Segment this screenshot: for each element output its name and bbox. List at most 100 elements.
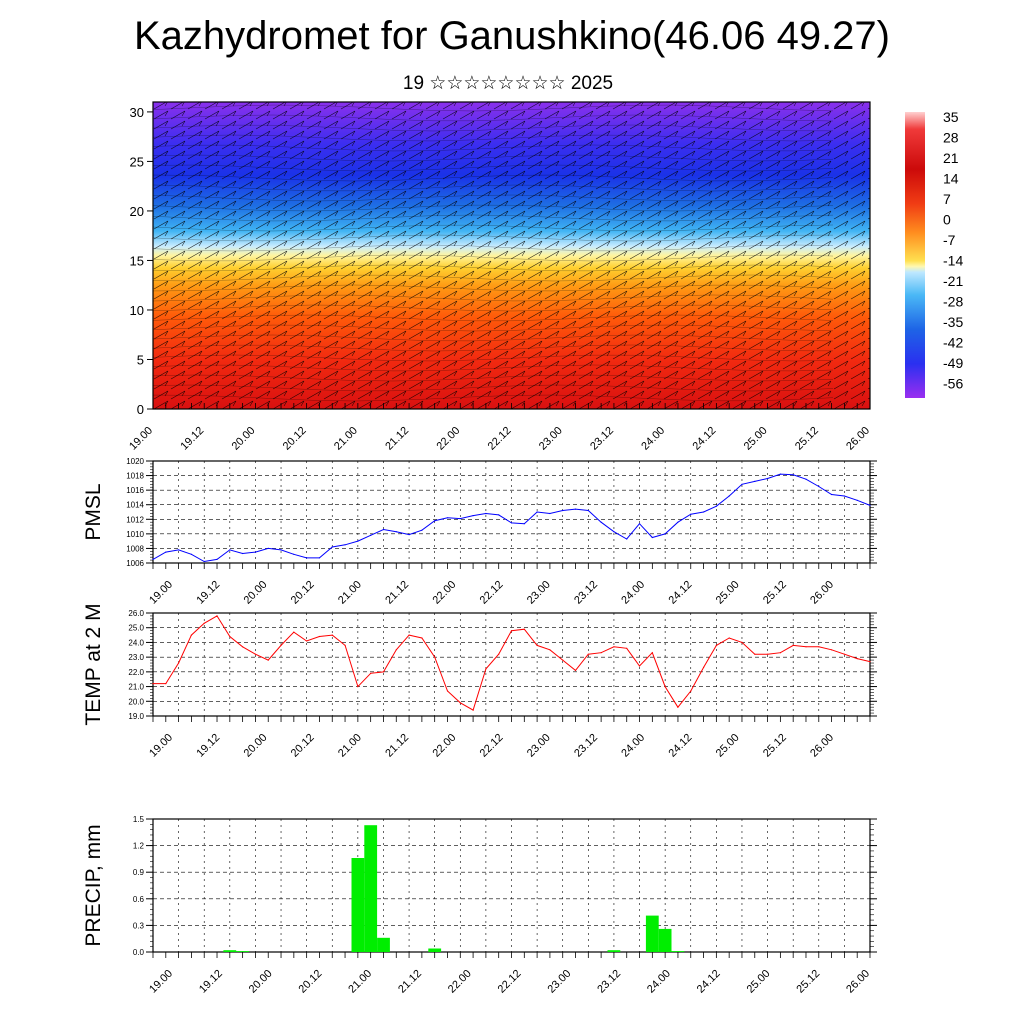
contour-line (152, 354, 834, 362)
pmsl-point (754, 480, 756, 482)
temp-panel: 19.0 20.0 21.0 22.0 23.0 24.0 25.0 26.0 TEMP at … (82, 603, 877, 760)
pmsl-frame (152, 460, 871, 564)
contour-line (152, 294, 834, 302)
contour-line (152, 334, 834, 342)
temp-xtick-label: 21.00 (336, 732, 364, 760)
contour-line (152, 304, 834, 312)
colorbar-label: -49 (943, 355, 963, 371)
heatmap-ytick-label: 20 (130, 204, 144, 219)
pmsl-point (446, 517, 449, 519)
contour-line (152, 234, 834, 242)
colorbar-label: 14 (943, 171, 959, 187)
colorbar-label: -14 (943, 253, 963, 269)
heatmap-ytick-label: 30 (130, 105, 144, 120)
pmsl-xtick-label: 20.00 (242, 579, 270, 607)
temp-point (626, 647, 628, 649)
pmsl-xtick-label: 24.12 (667, 579, 695, 607)
pmsl-point (677, 521, 679, 523)
pmsl-ytick-label: 1014 (126, 501, 144, 510)
contour-line (152, 254, 834, 262)
heatmap-xtick-label: 22.00 (434, 425, 462, 453)
colorbar-label: -21 (943, 273, 963, 289)
temp-point (382, 671, 385, 673)
pmsl-xtick-label: 23.12 (572, 579, 600, 607)
temp-point (178, 662, 180, 664)
colorbar-label: 21 (943, 150, 959, 166)
pmsl-xtick-label: 21.12 (383, 579, 411, 607)
pmsl-point (178, 549, 180, 551)
temp-xtick-label: 26.00 (808, 732, 836, 760)
precip-bar (671, 951, 685, 952)
pmsl-point (600, 521, 602, 523)
temp-point (344, 644, 346, 647)
temp-point (638, 665, 641, 667)
pmsl-ytick-label: 1008 (126, 544, 144, 553)
pmsl-xtick-label: 22.00 (430, 579, 458, 607)
pmsl-ytick-label: 1020 (126, 457, 144, 466)
heatmap-panel: 0 5 10 15 20 25 30 19.00 19.12 20.00 20.12 21.00 21.… (127, 101, 872, 453)
pmsl-point (703, 511, 705, 513)
pmsl-point (562, 509, 564, 512)
precip-bar (645, 915, 659, 952)
pmsl-panel: 1006 1008 1010 1012 1014 1016 1018 1020 PMSL 19.0… (82, 457, 877, 607)
contour-line (152, 244, 834, 252)
pmsl-xtick-label: 19.00 (147, 579, 175, 607)
pmsl-ytick-label: 1016 (126, 486, 144, 495)
contour-line (152, 344, 834, 352)
temp-xtick-label: 25.12 (761, 732, 789, 760)
pmsl-point (216, 558, 218, 561)
precip-bar (607, 950, 621, 952)
temp-xtick-label: 25.00 (714, 732, 742, 760)
pmsl-point (242, 552, 244, 555)
pmsl-point (549, 512, 551, 515)
heatmap-ytick-label: 0 (137, 402, 144, 417)
precip-xtick-label: 24.12 (695, 968, 723, 996)
heatmap-xtick-label: 23.12 (588, 425, 616, 453)
precip-xtick-label: 20.00 (247, 968, 275, 996)
temp-point (792, 644, 794, 647)
pmsl-point (869, 504, 871, 506)
contour-line (152, 394, 834, 402)
contour-line (152, 194, 834, 202)
temp-point (549, 649, 551, 651)
temp-point (715, 644, 718, 647)
precip-panel: 0.0 0.3 0.6 0.9 1.2 1.5 PRECIP, mm 19.00 19.12 20… (82, 815, 877, 996)
pmsl-xtick-label: 22.12 (478, 579, 506, 607)
heatmap-xtick-label: 26.00 (844, 425, 872, 453)
pmsl-point (357, 540, 359, 542)
pmsl-point (165, 551, 167, 553)
temp-point (703, 666, 705, 669)
contour-line (152, 144, 834, 152)
precip-xtick-label: 25.00 (745, 968, 773, 996)
pmsl-point (485, 512, 487, 515)
precip-ytick-label: 0.0 (133, 948, 145, 957)
contour-line (152, 264, 834, 272)
colorbar-label: 7 (943, 191, 951, 207)
temp-point (472, 709, 474, 711)
chart-subtitle: 19 ☆☆☆☆☆☆☆☆ 2025 (402, 73, 614, 94)
pmsl-point (767, 477, 769, 480)
contour-line (152, 124, 834, 132)
heatmap-xtick-label: 22.12 (486, 425, 514, 453)
temp-ytick-label: 24.0 (128, 638, 144, 647)
contour-line (152, 134, 834, 142)
temp-point (395, 649, 397, 651)
precip-bar (236, 951, 249, 952)
temp-point (434, 656, 436, 658)
heatmap-xtick-label: 24.12 (691, 425, 719, 453)
pmsl-point (370, 534, 372, 536)
temp-frame (152, 612, 871, 717)
contour-line (152, 204, 834, 212)
temp-xtick-label: 24.00 (619, 732, 647, 760)
contour-line (152, 154, 834, 162)
temp-point (767, 653, 769, 655)
precip-xtick-label: 20.12 (297, 968, 325, 996)
pmsl-point (805, 478, 807, 480)
pmsl-point (459, 518, 461, 520)
pmsl-ytick-label: 1006 (126, 559, 144, 568)
temp-point (728, 637, 730, 639)
temp-point (523, 628, 525, 630)
pmsl-point (741, 483, 743, 485)
pmsl-xtick-label: 24.00 (619, 579, 647, 607)
